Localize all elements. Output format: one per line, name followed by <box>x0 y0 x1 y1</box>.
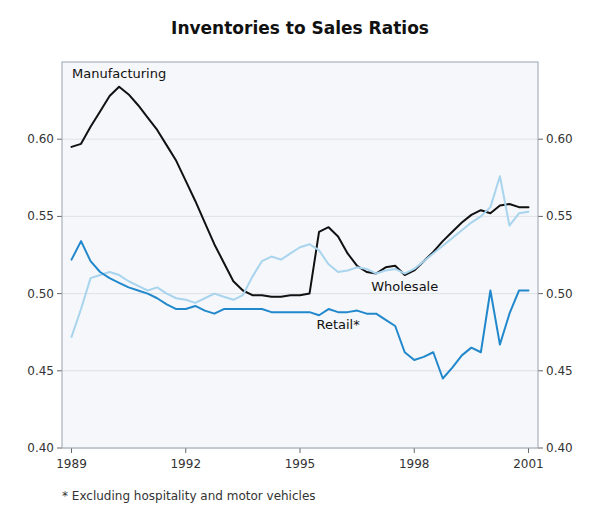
x-tick-label: 2001 <box>513 457 544 471</box>
series-group <box>72 87 529 379</box>
x-tick <box>185 448 186 453</box>
y-tick-label: 0.55 <box>27 209 54 223</box>
x-tick <box>71 448 72 453</box>
y2-tick <box>538 139 543 140</box>
y-tick-label: 0.50 <box>27 287 54 301</box>
grid-line <box>62 293 538 294</box>
y2-tick <box>538 216 543 217</box>
series-label: Wholesale <box>371 279 438 294</box>
series-label: Retail* <box>316 317 360 332</box>
x-tick <box>300 448 301 453</box>
plot-frame <box>62 62 538 448</box>
y2-tick-label: 0.40 <box>546 441 573 455</box>
x-tick-label: 1998 <box>399 457 430 471</box>
y2-tick-label: 0.50 <box>546 287 573 301</box>
y-tick <box>57 370 62 371</box>
title: Inventories to Sales Ratios <box>171 18 429 38</box>
y2-tick <box>538 293 543 294</box>
y-tick <box>57 293 62 294</box>
series-line <box>72 87 529 297</box>
y-tick-label: 0.40 <box>27 441 54 455</box>
x-tick <box>414 448 415 453</box>
y2-tick <box>538 370 543 371</box>
series-line <box>72 241 529 378</box>
plot-area <box>62 62 538 448</box>
y2-tick-label: 0.45 <box>546 364 573 378</box>
grid-line <box>62 139 538 140</box>
y-tick <box>57 216 62 217</box>
x-tick <box>528 448 529 453</box>
series-label: Manufacturing <box>72 66 166 81</box>
y-tick <box>57 448 62 449</box>
y-tick-label: 0.45 <box>27 364 54 378</box>
x-tick-label: 1989 <box>56 457 87 471</box>
y-tick <box>57 139 62 140</box>
x-tick-label: 1992 <box>170 457 201 471</box>
y2-tick-label: 0.60 <box>546 132 573 146</box>
y2-tick <box>538 448 543 449</box>
y-tick-label: 0.60 <box>27 132 54 146</box>
chart: 0.40 0.45 0.50 0.55 0.60 0.40 0.45 0.50 0.55 0.60… <box>0 0 600 526</box>
grid-line <box>62 216 538 217</box>
footnote: * Excluding hospitality and motor vehicl… <box>62 489 316 503</box>
grid-line <box>62 370 538 371</box>
y2-tick-label: 0.55 <box>546 209 573 223</box>
x-tick-label: 1995 <box>285 457 316 471</box>
